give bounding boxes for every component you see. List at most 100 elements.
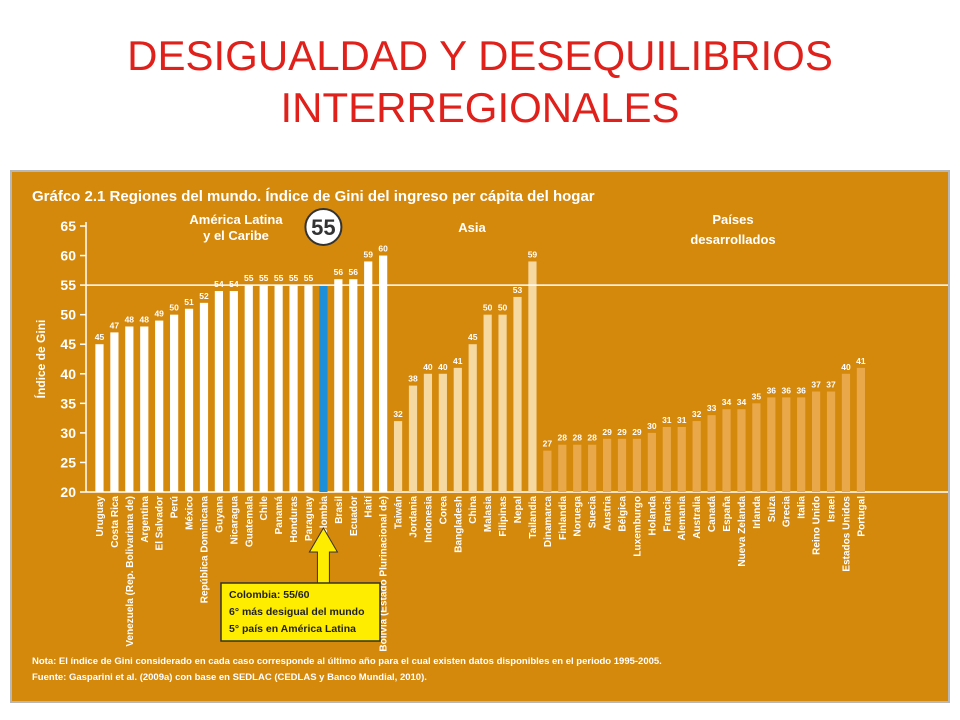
callout-arrow: [308, 527, 339, 584]
x-tick-label: Noruega: [573, 496, 584, 537]
data-label: 55: [289, 273, 299, 283]
data-label: 37: [811, 380, 821, 390]
data-label: 38: [408, 374, 418, 384]
y-tick-label: 55: [60, 277, 76, 293]
bar-b-lgica: [617, 438, 627, 492]
y-tick-label: 30: [60, 425, 76, 441]
x-tick-label: Canadá: [707, 496, 718, 533]
x-tick-label: Portugal: [856, 496, 867, 537]
x-tick-label: Bolivia (Estado Plurinacional de): [379, 496, 390, 652]
data-label: 35: [752, 391, 762, 401]
x-tick-label: Panamá: [274, 496, 285, 535]
x-tick-label: Grecia: [782, 496, 793, 528]
y-tick-label: 45: [60, 336, 76, 352]
bar-francia: [662, 426, 671, 492]
data-label: 31: [662, 415, 672, 425]
chart-note: Nota: El índice de Gini considerado en c…: [32, 656, 662, 667]
x-tick-label: Nueva Zelanda: [737, 496, 748, 567]
x-tick-label: Dinamarca: [543, 496, 554, 548]
x-tick-label: Honduras: [289, 496, 300, 543]
bar-reino-unido: [812, 391, 821, 492]
data-label: 40: [423, 362, 433, 372]
data-label: 34: [737, 397, 747, 407]
y-tick-label: 60: [60, 248, 76, 264]
x-tick-label: Chile: [259, 496, 270, 521]
x-tick-label: Estados Unidos: [841, 496, 852, 572]
y-tick-label: 65: [60, 218, 76, 234]
x-tick-label: Suecia: [588, 496, 599, 529]
bar-luxemburgo: [632, 438, 642, 492]
x-tick-label: Guatemala: [244, 496, 255, 548]
data-label: 55: [274, 273, 284, 283]
data-label: 41: [453, 356, 463, 366]
bar-canad-: [707, 415, 716, 492]
x-tick-label: Bangladesh: [453, 496, 464, 553]
data-label: 54: [214, 279, 224, 289]
bar-costa-rica: [110, 332, 119, 492]
bar-alemania: [677, 426, 686, 492]
highlight-value-label: 55: [311, 215, 335, 240]
bar-venezuela-rep-bolivariana-de-: [125, 326, 134, 492]
bar-suecia: [588, 444, 597, 492]
data-label: 56: [349, 267, 359, 277]
x-tick-label: Paraguay: [304, 496, 315, 541]
region-label: Asia: [458, 220, 486, 235]
data-label: 55: [259, 273, 269, 283]
bar-colombia: [319, 285, 328, 492]
x-tick-label: Alemania: [677, 496, 688, 541]
x-tick-label: Reino Unido: [812, 496, 823, 555]
data-label: 41: [856, 356, 866, 366]
highlight-value-circle: [304, 208, 343, 246]
bar-israel: [826, 391, 836, 492]
data-label: 60: [378, 244, 388, 254]
x-tick-label: Irlanda: [752, 496, 763, 529]
data-label: 40: [438, 362, 448, 372]
x-tick-label: Colombia: [319, 496, 330, 542]
data-label: 59: [363, 249, 373, 259]
bar-uruguay: [95, 344, 104, 492]
bar-austria: [602, 438, 612, 492]
x-tick-label: Austria: [603, 496, 614, 531]
data-label: 29: [602, 427, 612, 437]
x-tick-label: China: [468, 496, 479, 524]
data-label: 32: [692, 409, 702, 419]
bar-filipinas: [498, 314, 507, 492]
gini-bar-chart: Índice de Gini 20 25 30 35 40 45 50 55 60 65 45 Urug…: [33, 208, 948, 652]
bar-chile: [259, 285, 268, 492]
data-label: 33: [707, 403, 717, 413]
region-label: América Latina: [189, 212, 283, 227]
bar-irlanda: [752, 403, 761, 492]
y-tick-label: 25: [60, 454, 76, 470]
data-label: 59: [528, 249, 538, 259]
bar-paraguay: [304, 285, 313, 492]
bar-portugal: [856, 367, 865, 492]
data-label: 27: [543, 439, 553, 449]
bar-holanda: [647, 432, 656, 492]
x-tick-label: Guyana: [214, 496, 225, 533]
data-label: 52: [199, 291, 209, 301]
x-tick-label: Uruguay: [95, 496, 106, 537]
data-label: 28: [558, 433, 568, 443]
x-tick-label: México: [185, 496, 196, 530]
bar-guatemala: [244, 285, 253, 492]
bar-guyana: [214, 291, 224, 492]
bar-australia: [692, 421, 701, 492]
callout-box: [220, 582, 381, 642]
bar-per-: [170, 314, 179, 492]
bar-m-xico: [184, 308, 194, 492]
x-tick-label: Malasia: [483, 496, 494, 533]
bar-bangladesh: [453, 367, 462, 492]
chart-title: Gráfco 2.1 Regiones del mundo. Índice de…: [32, 188, 595, 205]
data-label: 36: [796, 385, 806, 395]
x-tick-label: Brasil: [334, 496, 345, 524]
x-tick-label: Suiza: [767, 496, 778, 523]
bar-china: [468, 344, 477, 492]
data-label: 30: [647, 421, 657, 431]
chart-source: Fuente: Gasparini et al. (2009a) con bas…: [32, 672, 427, 683]
data-label: 47: [110, 320, 120, 330]
bar-suiza: [767, 397, 776, 492]
region-label: Países: [712, 212, 753, 227]
data-label: 51: [184, 297, 194, 307]
data-label: 48: [140, 314, 150, 324]
bar-brasil: [334, 279, 343, 492]
